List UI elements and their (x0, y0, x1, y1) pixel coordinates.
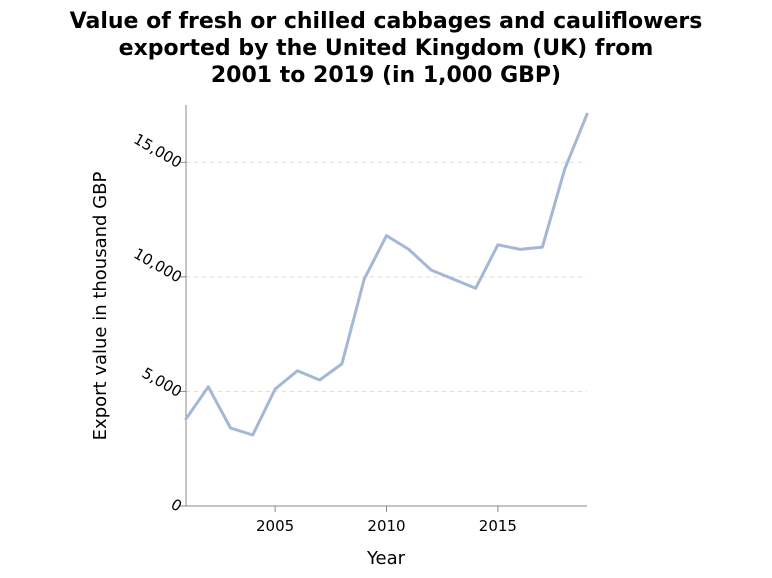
y-tick-label: 10,000 (131, 244, 185, 286)
chart-title: Value of fresh or chilled cabbages and c… (0, 8, 772, 89)
series-group (184, 112, 589, 437)
grid-lines (186, 161, 587, 392)
chart-title-line-3: 2001 to 2019 (in 1,000 GBP) (210, 63, 562, 88)
x-tick-label: 2005 (256, 517, 294, 535)
y-tick-label: 0 (168, 495, 185, 515)
axes (185, 105, 587, 507)
x-tick-label: 2015 (479, 517, 517, 535)
x-tick-label: 2010 (367, 517, 405, 535)
x-ticks: 2005 2010 2015 (256, 506, 517, 535)
y-tick-label: 15,000 (131, 130, 185, 172)
y-ticks: 0 5,000 10,000 15,000 (131, 130, 186, 515)
chart-title-line-1: Value of fresh or chilled cabbages and c… (69, 9, 703, 34)
series-line (184, 112, 589, 437)
y-tick-label: 5,000 (139, 364, 185, 401)
x-axis-title: Year (366, 548, 406, 569)
chart-title-line-2: exported by the United Kingdom (UK) from (118, 36, 654, 61)
y-axis-title: Export value in thousand GBP (90, 172, 111, 441)
